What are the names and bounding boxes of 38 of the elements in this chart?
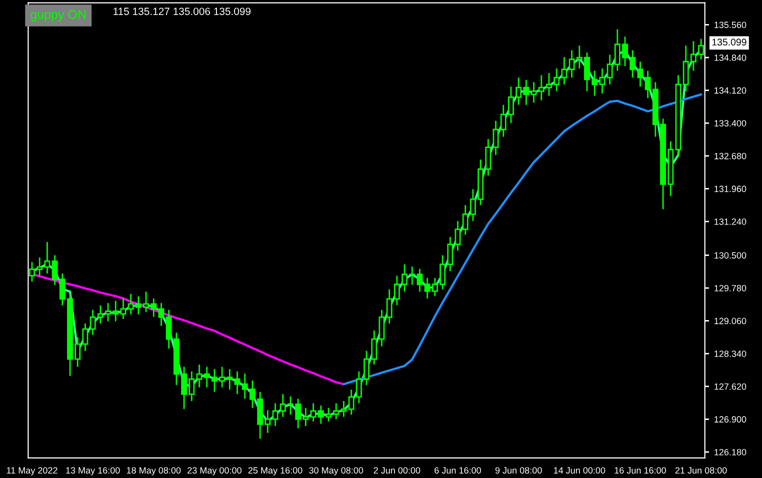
y-tick-label: 129.780 [714, 284, 746, 292]
y-tick-label: 134.120 [714, 87, 746, 94]
y-tick-label: 129.060 [714, 318, 746, 324]
y-tick-label: 132.680 [714, 152, 746, 160]
y-tick-label: 131.240 [714, 218, 746, 225]
candlestick [196, 364, 202, 388]
y-tick-label: 135.560 [714, 22, 746, 28]
x-tick-label: 9 Jun 08:00 [495, 467, 542, 474]
x-tick-label: 13 May 16:00 [66, 467, 120, 476]
y-tick-label: 127.620 [714, 383, 746, 390]
annotation: 115 135.127 135.006 135.099 [114, 8, 251, 16]
candlestick [158, 302, 164, 327]
candlestick [416, 268, 423, 292]
y-tick-label: 126.900 [714, 416, 746, 423]
x-tick-label: 30 May 08:00 [309, 467, 364, 476]
annotation: guppy ON [30, 10, 86, 22]
x-tick-label: 21 Jun 08:00 [675, 467, 727, 474]
candlestick [492, 120, 499, 156]
y-tick-label: 126.180 [714, 448, 746, 456]
candlestick [234, 370, 240, 395]
candlestick [637, 60, 644, 88]
x-tick-label: 23 May 00:00 [188, 467, 242, 476]
y-tick-label: 130.500 [714, 252, 746, 259]
y-tick-label: 133.400 [714, 120, 746, 126]
x-tick-label: 18 May 08:00 [126, 467, 181, 476]
x-tick-label: 2 Jun 00:00 [374, 467, 420, 474]
x-tick-label: 25 May 16:00 [248, 467, 302, 476]
x-tick-label: 14 Jun 00:00 [554, 467, 606, 474]
x-tick-label: 11 May 2022 [6, 467, 58, 476]
candlestick [120, 298, 126, 320]
candlestick [454, 220, 461, 252]
x-tick-label: 6 Jun 16:00 [434, 467, 481, 474]
y-tick-label: 131.960 [714, 186, 746, 192]
y-tick-label: 134.840 [714, 54, 746, 61]
y-tick-label: 128.340 [714, 350, 746, 357]
x-tick-label: 16 Jun 16:00 [614, 467, 666, 474]
text: 135.099 [712, 38, 746, 46]
candlestick [378, 309, 385, 348]
